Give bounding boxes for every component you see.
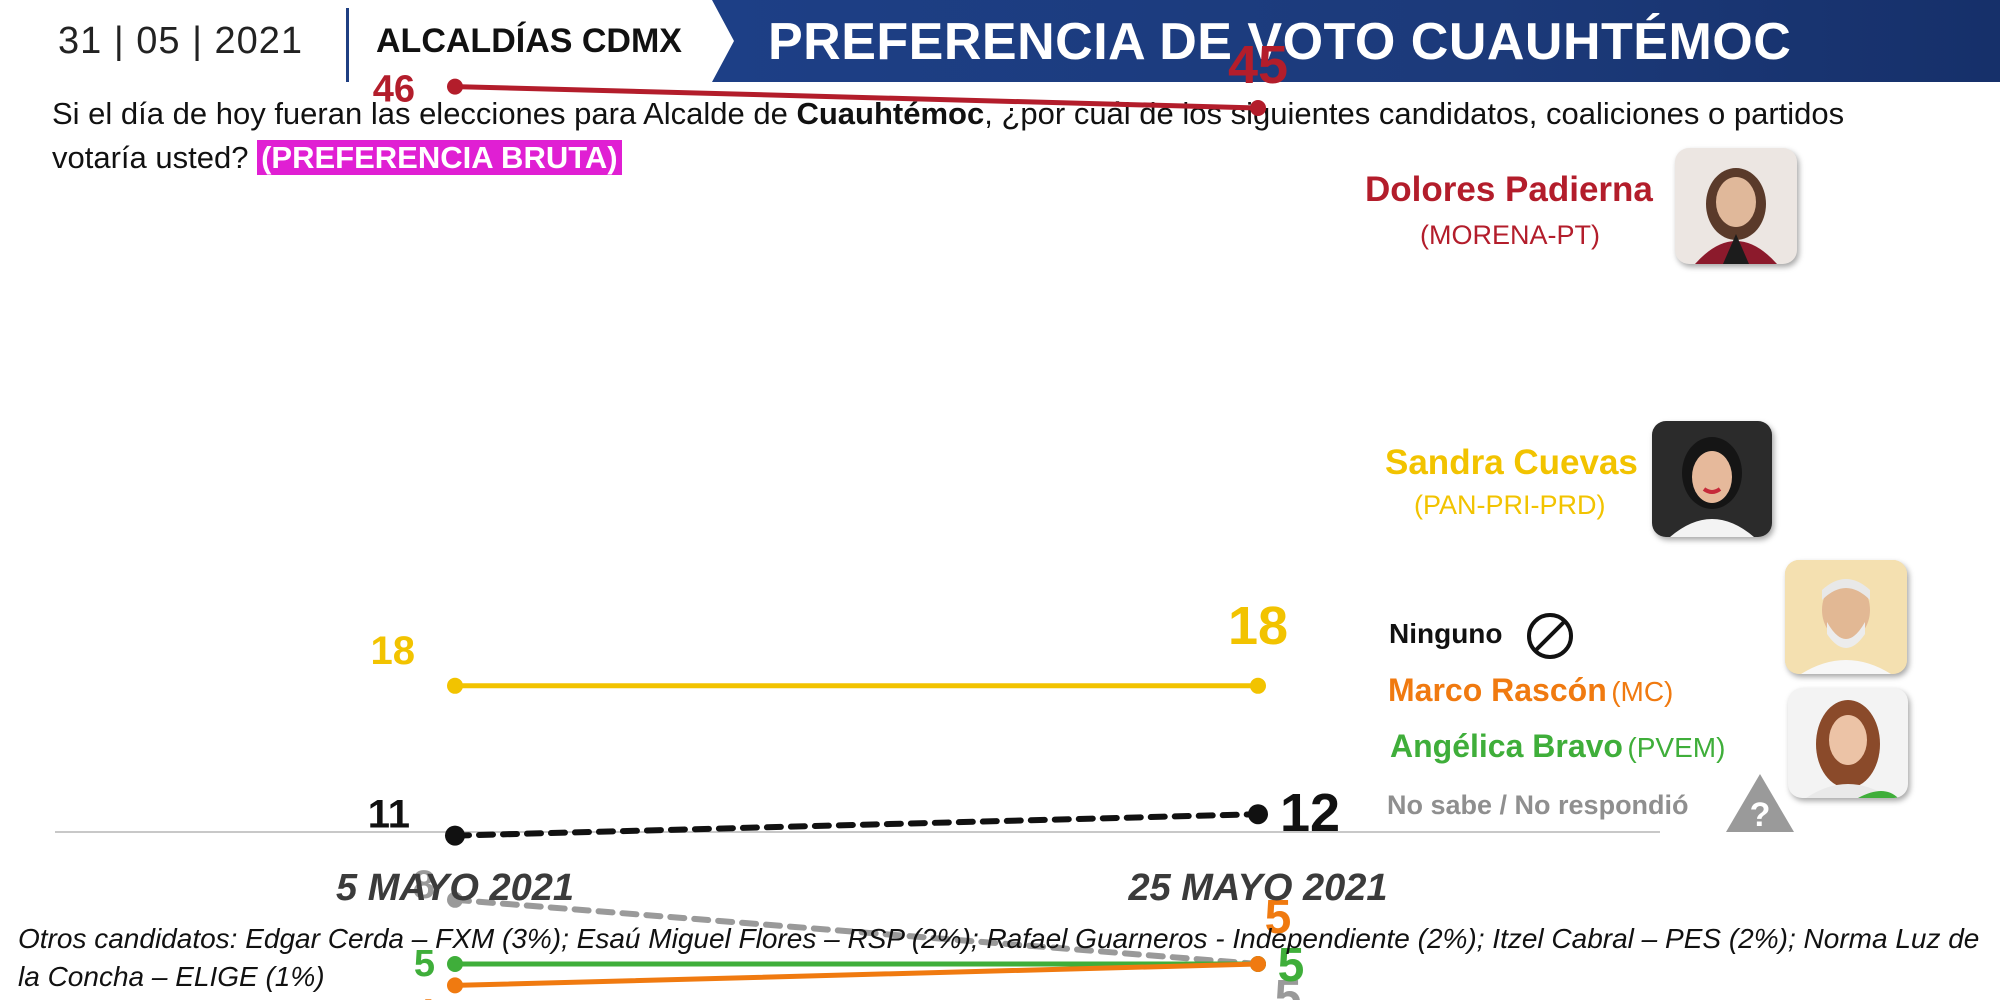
photo-cuevas bbox=[1652, 421, 1772, 537]
candidate-label-bravo: Angélica Bravo (PVEM) bbox=[1390, 728, 1725, 765]
series-line bbox=[452, 896, 1261, 967]
candidate-name-padierna: Dolores Padierna bbox=[1365, 170, 1653, 209]
survey-question: Si el día de hoy fueran las elecciones p… bbox=[52, 92, 1902, 180]
data-point bbox=[447, 891, 463, 908]
x-tick-label: 5 MAYO 2021 bbox=[336, 867, 574, 909]
section-label: ALCALDÍAS CDMX bbox=[376, 22, 682, 60]
data-label: 46 bbox=[373, 69, 415, 111]
photo-bravo bbox=[1788, 688, 1908, 798]
header-bar: 31 | 05 | 2021 ALCALDÍAS CDMX PREFERENCI… bbox=[0, 0, 2000, 82]
prohibited-icon bbox=[1527, 613, 1573, 659]
footer-note: Otros candidatos: Edgar Cerda – FXM (3%)… bbox=[18, 923, 1980, 992]
data-label: 18 bbox=[1228, 596, 1288, 656]
data-point bbox=[1250, 677, 1266, 694]
portrait-icon bbox=[1785, 560, 1907, 674]
data-label: 12 bbox=[1280, 783, 1340, 843]
report-date: 31 | 05 | 2021 bbox=[58, 20, 304, 62]
candidate-name-cuevas: Sandra Cuevas bbox=[1385, 443, 1638, 482]
data-point bbox=[1248, 804, 1268, 825]
data-label: 18 bbox=[371, 629, 416, 673]
question-triangle-icon: ? bbox=[1726, 774, 1794, 834]
photo-padierna bbox=[1675, 148, 1797, 264]
data-label: 45 bbox=[1228, 35, 1288, 95]
svg-text:?: ? bbox=[1750, 796, 1771, 834]
portrait-icon bbox=[1806, 700, 1898, 798]
data-point bbox=[447, 977, 463, 994]
series-line bbox=[452, 84, 1261, 111]
photo-rascon bbox=[1785, 560, 1907, 674]
candidate-name-nosabe: No sabe / No respondió bbox=[1387, 790, 1689, 820]
candidate-party-rascon: (MC) bbox=[1611, 676, 1674, 707]
portrait-icon bbox=[1670, 437, 1754, 537]
data-label: 5 bbox=[1265, 891, 1292, 944]
data-label: 5 bbox=[1278, 939, 1305, 992]
data-label: 8 bbox=[413, 863, 435, 907]
data-point bbox=[445, 825, 465, 846]
candidate-name-ninguno: Ninguno bbox=[1389, 618, 1503, 649]
header-divider bbox=[346, 8, 349, 82]
candidate-party-cuevas: (PAN-PRI-PRD) bbox=[1414, 490, 1606, 520]
series-line bbox=[452, 811, 1261, 839]
candidate-party-padierna: (MORENA-PT) bbox=[1420, 220, 1600, 250]
page-title: PREFERENCIA DE VOTO CUAUHTÉMOC bbox=[768, 13, 1792, 71]
data-label: 5 bbox=[1275, 971, 1302, 1000]
question-text: Si el día de hoy fueran las elecciones p… bbox=[52, 96, 797, 131]
portrait-icon bbox=[1695, 168, 1777, 264]
data-point bbox=[447, 677, 463, 694]
candidate-label-rascon: Marco Rascón (MC) bbox=[1388, 672, 1673, 709]
title-banner: PREFERENCIA DE VOTO CUAUHTÉMOC bbox=[712, 0, 2000, 82]
data-point bbox=[447, 78, 463, 95]
data-label: 5 bbox=[414, 943, 435, 985]
candidate-party-bravo: (PVEM) bbox=[1627, 732, 1726, 763]
data-point bbox=[447, 956, 463, 972]
candidate-name-bravo: Angélica Bravo bbox=[1390, 728, 1623, 764]
data-point bbox=[1250, 100, 1266, 116]
candidate-name-rascon: Marco Rascón bbox=[1388, 672, 1607, 708]
x-tick-label: 25 MAYO 2021 bbox=[1127, 867, 1387, 909]
preference-tag: (PREFERENCIA BRUTA) bbox=[257, 140, 622, 175]
data-point bbox=[1250, 956, 1266, 972]
series-line bbox=[452, 961, 1261, 988]
data-label: 4 bbox=[414, 992, 435, 1000]
data-label: 11 bbox=[368, 793, 410, 837]
question-text-2: , ¿por cuál de los siguientes candidatos… bbox=[52, 96, 1845, 175]
